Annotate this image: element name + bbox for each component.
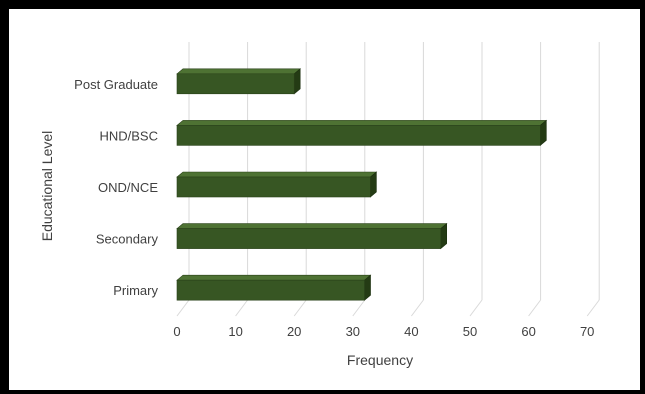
bar bbox=[176, 279, 365, 301]
x-tick-label: 20 bbox=[287, 324, 301, 339]
floor-gridline bbox=[235, 299, 249, 317]
x-tick-label: 60 bbox=[521, 324, 535, 339]
floor-gridline bbox=[352, 299, 366, 317]
bar bbox=[176, 125, 541, 146]
bar bbox=[176, 228, 442, 249]
floor-gridline bbox=[293, 299, 307, 317]
y-category-label: Secondary bbox=[96, 232, 159, 247]
y-axis-label: Educational Level bbox=[39, 131, 55, 242]
floor-gridline bbox=[586, 299, 600, 317]
x-tick-label: 0 bbox=[173, 324, 180, 339]
y-category-label: HND/BSC bbox=[99, 128, 158, 143]
x-tick-label: 50 bbox=[463, 324, 477, 339]
bar-top bbox=[176, 274, 372, 281]
floor-gridline bbox=[176, 299, 190, 317]
x-tick-labels: 0 10 20 30 40 50 60 70 bbox=[173, 324, 594, 339]
bar-top bbox=[176, 120, 548, 126]
x-tick-label: 40 bbox=[404, 324, 418, 339]
x-axis-label: Frequency bbox=[347, 352, 413, 368]
floor-gridline bbox=[469, 299, 483, 317]
y-category-label: Primary bbox=[113, 283, 158, 298]
y-category-label: Post Graduate bbox=[74, 77, 158, 92]
y-category-label: OND/NCE bbox=[98, 180, 158, 195]
floor-gridline bbox=[528, 299, 541, 317]
bars bbox=[176, 68, 548, 301]
bar bbox=[176, 73, 295, 95]
x-tick-label: 70 bbox=[580, 324, 594, 339]
y-category-labels: Post Graduate HND/BSC OND/NCE Secondary Prim… bbox=[74, 77, 158, 298]
x-tick-label: 10 bbox=[228, 324, 242, 339]
bar bbox=[176, 176, 371, 198]
bar-top bbox=[176, 223, 448, 229]
floor-gridline bbox=[410, 299, 424, 317]
x-tick-label: 30 bbox=[346, 324, 360, 339]
bar-top bbox=[176, 68, 302, 75]
bar-top bbox=[176, 171, 378, 178]
